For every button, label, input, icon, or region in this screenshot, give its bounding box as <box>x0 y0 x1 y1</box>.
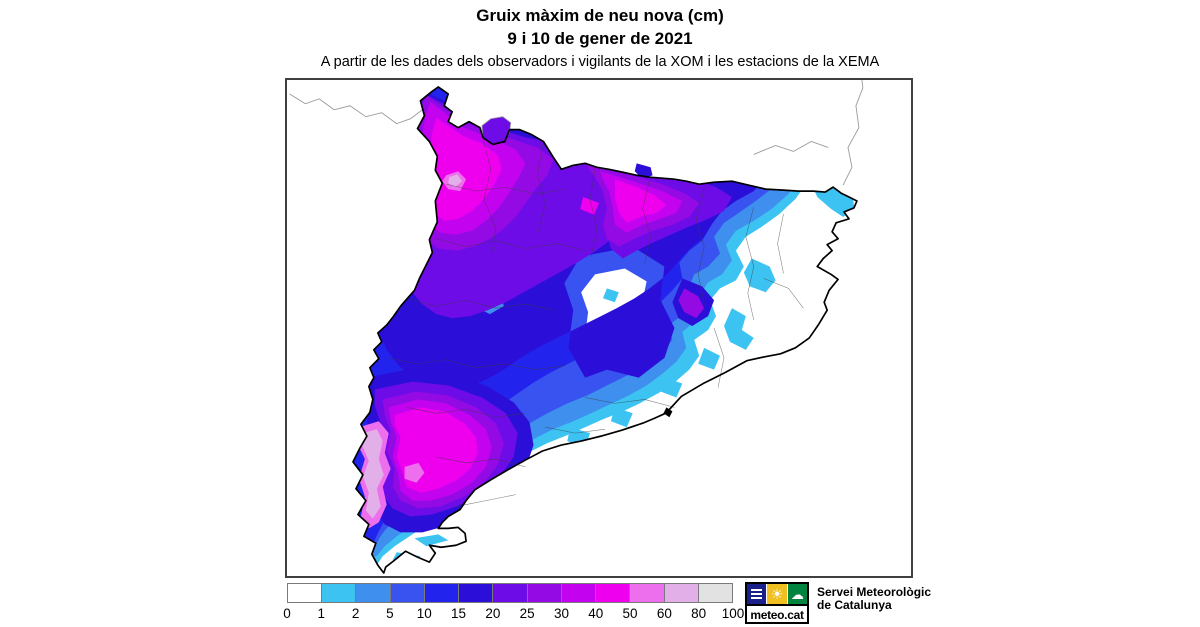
legend-swatch <box>493 584 528 602</box>
org-name-line1: Servei Meteorològic <box>817 585 932 599</box>
sun-icon: ☀ <box>767 584 787 604</box>
neighbor-border-lines <box>289 80 864 186</box>
legend-tick-label: 50 <box>622 606 638 621</box>
org-name: Servei Meteorològic de Catalunya <box>817 586 937 612</box>
legend-tick-label: 10 <box>416 606 432 621</box>
meteocat-logo: ☀ ☁ meteo.cat <box>745 582 809 624</box>
legend-swatch <box>288 584 323 602</box>
comarca-borders <box>386 139 804 507</box>
page-subtitle: A partir de les dades dels observadors i… <box>320 54 880 70</box>
logo-squares: ☀ ☁ <box>747 584 807 604</box>
snow-layer-60cm <box>361 174 463 519</box>
france-aragon-border-line <box>289 93 423 125</box>
legend-tick-label: 80 <box>691 606 707 621</box>
legend-swatch <box>561 584 597 602</box>
legend-tick-label: 1 <box>317 606 326 621</box>
french-interior-line <box>753 141 829 155</box>
legend-swatch <box>596 584 631 602</box>
legend-swatch <box>630 584 665 602</box>
legend-tick-label: 0 <box>283 606 291 621</box>
title-block: Gruix màxim de neu nova (cm) 9 i 10 de g… <box>0 4 1200 72</box>
legend-tick-label: 15 <box>451 606 467 621</box>
logo-brand: meteo.cat <box>747 604 807 624</box>
legend-swatches <box>287 583 733 603</box>
legend-swatch <box>356 584 391 602</box>
legend-tick-label: 100 <box>721 606 745 621</box>
legend-swatch <box>322 584 357 602</box>
legend-tick-label: 2 <box>351 606 360 621</box>
snow-depth-legend: 0 1 2 5 10 15 20 25 30 40 50 60 80 100 <box>283 583 744 623</box>
menu-bars-icon <box>747 584 767 604</box>
catalonia-outline <box>352 86 858 574</box>
org-name-line2: de Catalunya <box>817 598 892 612</box>
legend-swatch <box>698 584 733 602</box>
page-title: Gruix màxim de neu nova (cm) <box>476 6 724 25</box>
legend-swatch <box>390 584 425 602</box>
legend-tick-label: 40 <box>588 606 604 621</box>
barcelona-coast-mark <box>663 407 673 418</box>
cloud-icon: ☁ <box>787 584 807 604</box>
catalonia-snow-map <box>289 80 864 574</box>
legend-tick-label: 30 <box>553 606 569 621</box>
map-frame <box>285 78 913 578</box>
legend-swatch <box>527 584 562 602</box>
legend-tick-label: 20 <box>485 606 501 621</box>
page-date: 9 i 10 de gener de 2021 <box>507 29 693 48</box>
legend-tick-label: 5 <box>386 606 394 621</box>
legend-swatch <box>424 584 460 602</box>
legend-labels: 0 1 2 5 10 15 20 25 30 40 50 60 80 100 <box>283 606 744 622</box>
legend-tick-label: 25 <box>519 606 535 621</box>
legend-swatch <box>459 584 494 602</box>
french-coast-line <box>842 80 864 186</box>
legend-swatch <box>664 584 699 602</box>
legend-tick-label: 60 <box>656 606 672 621</box>
